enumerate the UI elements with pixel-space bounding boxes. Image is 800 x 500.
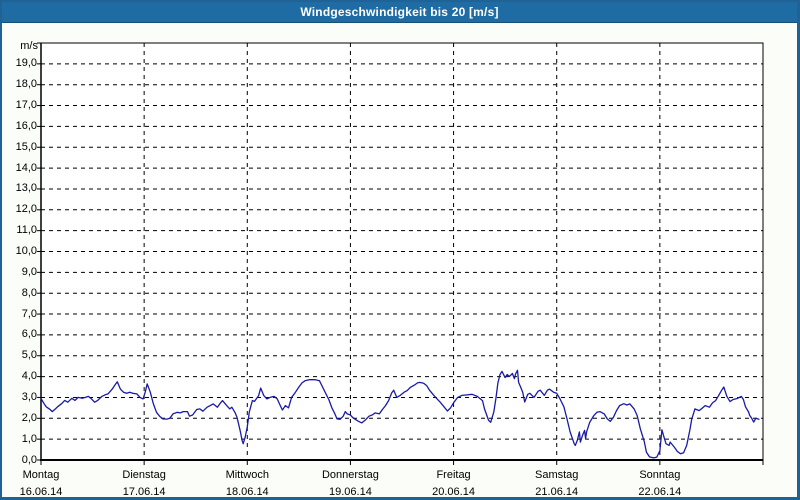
y-axis-tick-label: 14,0 [15,161,37,174]
y-axis-tick-label: 7,0 [21,307,37,320]
x-axis-date-label: 17.06.14 [122,486,166,498]
x-axis-day-label: Samstag [534,469,579,481]
y-axis-tick-label: 6,0 [21,328,37,341]
x-axis-date-label: 21.06.14 [535,486,579,498]
y-axis-unit-label: m/s [20,40,38,52]
y-axis-tick-label: 13,0 [15,182,37,195]
x-axis-date-label: 20.06.14 [432,486,475,498]
x-axis-day-label: Montag [22,469,60,481]
y-axis-tick-label: 1,0 [21,432,37,445]
y-axis-tick-label: 18,0 [15,78,37,91]
y-axis-tick-label: 4,0 [21,370,37,383]
y-axis-tick-label: 12,0 [15,203,37,216]
x-axis-day-label: Donnerstag [321,469,379,481]
y-axis-tick-label: 15,0 [15,140,37,153]
y-axis-tick-label: 0,0 [21,453,37,466]
chart-title-bar: Windgeschwindigkeit bis 20 [m/s] [2,2,797,23]
y-axis-tick-label: 9,0 [21,265,37,278]
y-axis-tick-label: 8,0 [21,286,37,299]
y-axis-tick-label: 19,0 [15,57,37,70]
y-axis-tick-label: 16,0 [15,119,37,132]
x-axis-day-label: Mittwoch [225,469,269,481]
x-axis-day-label: Sonntag [639,469,681,481]
y-axis-tick-label: 17,0 [15,99,37,112]
y-axis-tick-label: 2,0 [21,411,37,424]
y-axis-tick-label: 5,0 [21,349,37,362]
x-axis-day-label: Dienstag [122,469,166,481]
x-axis-date-label: 16.06.14 [19,486,63,498]
x-axis-date-label: 19.06.14 [329,486,372,498]
x-axis-day-label: Freitag [436,469,471,481]
y-axis-tick-label: 11,0 [16,224,37,237]
y-axis-tick-label: 3,0 [21,390,37,403]
x-axis-date-label: 18.06.14 [225,486,269,498]
wind-speed-line [40,369,760,459]
chart-title: Windgeschwindigkeit bis 20 [m/s] [300,5,499,19]
x-axis-date-label: 22.06.14 [638,486,682,498]
y-axis-tick-label: 10,0 [15,245,37,257]
